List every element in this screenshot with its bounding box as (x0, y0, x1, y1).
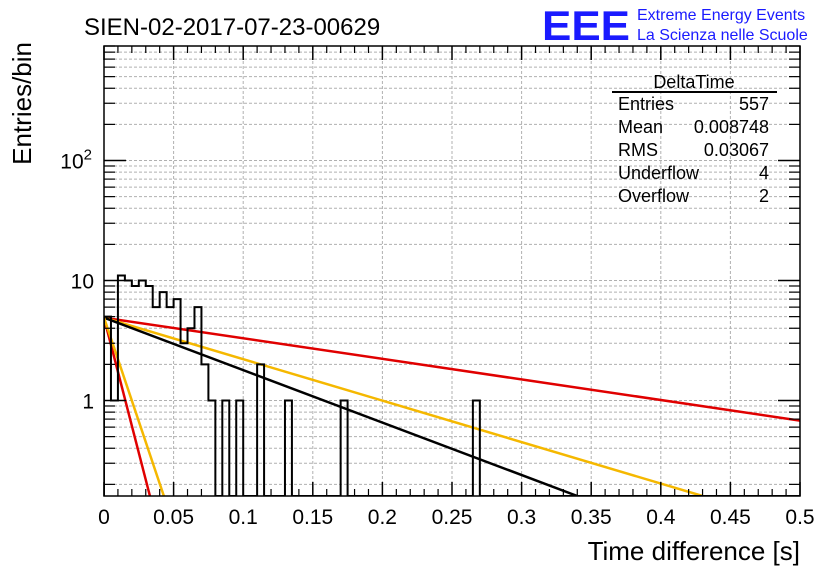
x-tick-label: 0.25 (432, 506, 473, 529)
fit-line-2 (104, 316, 703, 496)
x-tick-label: 0.05 (153, 506, 194, 529)
x-tick-label: 0.15 (292, 506, 333, 529)
stats-value-rms: 0.03067 (704, 140, 769, 160)
x-tick-label: 0.45 (710, 506, 751, 529)
stats-label-entries: Entries (618, 94, 674, 114)
stats-value-underflow: 4 (759, 163, 769, 183)
x-tick-label: 0 (98, 506, 110, 529)
y-tick-label: 1 (82, 390, 94, 413)
x-tick-label: 0.2 (368, 506, 397, 529)
x-tick-label: 0.4 (646, 506, 676, 529)
x-tick-label: 0.3 (507, 506, 536, 529)
stats-label-mean: Mean (618, 117, 663, 137)
stats-value-overflow: 2 (759, 186, 769, 206)
y-tick-label: 102 (60, 147, 92, 174)
histogram-bin (146, 286, 153, 496)
stats-box: DeltaTime Entries 557 Mean 0.008748 RMS … (612, 72, 777, 206)
fit-line-5 (104, 317, 166, 496)
histogram-bin (194, 307, 201, 496)
histogram-bin (181, 343, 188, 496)
histogram-bin (201, 364, 208, 496)
chart-title: SIEN-02-2017-07-23-00629 (84, 14, 380, 41)
x-tick-label: 0.5 (785, 506, 814, 529)
grid (104, 45, 800, 496)
stats-label-rms: RMS (618, 140, 658, 160)
stats-value-entries: 557 (739, 94, 769, 114)
stats-title: DeltaTime (653, 72, 734, 92)
histogram-bin (257, 364, 264, 496)
histogram-bin (132, 286, 139, 496)
y-axis-label: Entries/bin (7, 42, 37, 165)
y-tick-label: 10 (71, 271, 94, 294)
histogram-bin (160, 292, 167, 496)
fit-line-1 (104, 316, 800, 422)
axes: 0 0.05 0.1 0.15 0.2 0.25 0.3 0.35 0.4 0.45 0.5 1 10 1… (60, 45, 815, 529)
x-tick-label: 0.35 (571, 506, 612, 529)
logo-line-2: La Scienza nelle Scuole (637, 27, 808, 44)
histogram-outline (104, 274, 800, 496)
stats-label-underflow: Underflow (618, 163, 700, 183)
x-tick-label: 0.1 (229, 506, 258, 529)
histogram (104, 274, 800, 496)
stats-value-mean: 0.008748 (694, 117, 769, 137)
stats-label-overflow: Overflow (618, 186, 690, 206)
logo-line-1: Extreme Energy Events (637, 7, 805, 24)
logo-mark: EEE (542, 2, 630, 49)
x-axis-label: Time difference [s] (588, 536, 800, 566)
